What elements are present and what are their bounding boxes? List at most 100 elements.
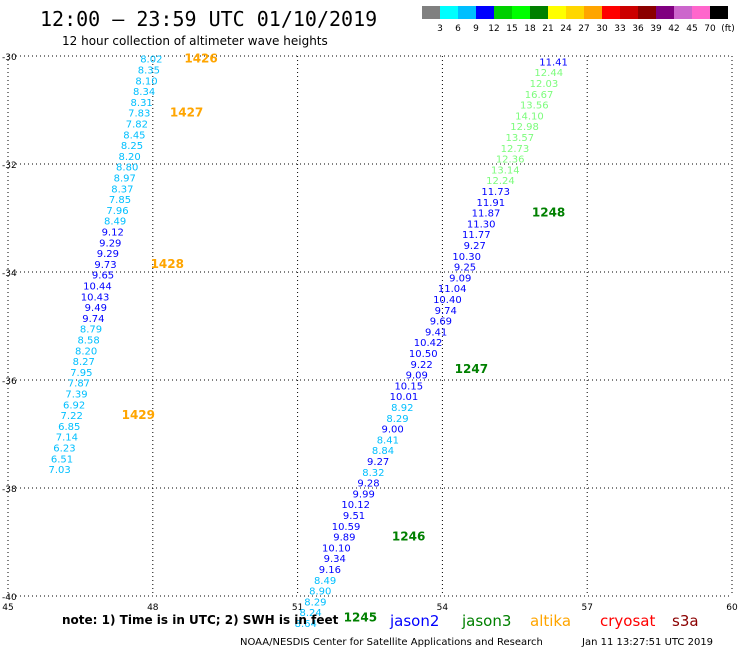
chart-title: 12:00 – 23:59 UTC 01/10/2019 <box>40 7 377 31</box>
wave-height-label: 10.59 <box>332 522 361 533</box>
satellite-legend-jason2: jason2 <box>389 612 439 630</box>
y-tick-label: -36 <box>2 377 17 387</box>
wave-height-label: 7.95 <box>70 368 92 379</box>
wave-height-label: 11.73 <box>481 187 510 198</box>
scale-label: 30 <box>596 24 608 34</box>
wave-height-label: 9.49 <box>85 303 107 314</box>
wave-height-label: 9.22 <box>410 360 432 371</box>
scale-swatch <box>494 6 512 19</box>
wave-height-label: 8.64 <box>295 619 317 630</box>
x-tick-label: 54 <box>437 603 449 613</box>
x-tick-label: 48 <box>147 603 159 613</box>
pass-time-label: 1428 <box>151 257 184 271</box>
wave-height-label: 8.31 <box>131 98 153 109</box>
pass-time-label: 1246 <box>392 530 425 544</box>
wave-height-label: 10.30 <box>452 252 481 263</box>
scale-swatch <box>692 6 710 19</box>
wave-height-label: 9.09 <box>449 273 471 284</box>
wave-height-label: 9.51 <box>343 511 365 522</box>
wave-height-label: 6.85 <box>58 422 80 433</box>
scale-label: 45 <box>686 24 697 34</box>
wave-height-label: 8.49 <box>104 217 126 228</box>
x-tick-label: 51 <box>292 603 303 613</box>
wave-height-label: 8.25 <box>121 141 143 152</box>
scale-swatch <box>476 6 494 19</box>
scale-swatch <box>620 6 638 19</box>
wave-height-label: 11.30 <box>467 219 496 230</box>
wave-height-label: 8.34 <box>133 87 155 98</box>
wave-height-label: 10.10 <box>322 543 351 554</box>
wave-height-label: 11.04 <box>438 284 467 295</box>
scale-label: 9 <box>473 24 479 34</box>
scale-label: 70 <box>704 24 716 34</box>
wave-height-label: 9.28 <box>357 479 379 490</box>
x-tick-label: 60 <box>726 603 738 613</box>
pass-time-label: 1427 <box>170 106 203 120</box>
wave-height-label: 9.89 <box>333 533 355 544</box>
wave-height-label: 12.44 <box>534 68 563 79</box>
wave-height-label: 10.43 <box>81 292 110 303</box>
scale-swatch <box>674 6 692 19</box>
wave-height-label: 9.09 <box>406 371 428 382</box>
wave-height-label: 10.12 <box>341 500 370 511</box>
wave-height-label: 8.32 <box>362 468 384 479</box>
wave-height-label: 8.20 <box>75 346 97 357</box>
wave-height-label: 7.39 <box>65 390 87 401</box>
scale-swatch <box>566 6 584 19</box>
wave-height-label: 7.22 <box>61 411 83 422</box>
scale-label: 15 <box>506 24 517 34</box>
wave-height-label: 8.10 <box>135 76 157 87</box>
wave-height-label: 8.92 <box>391 403 413 414</box>
wave-height-label: 12.03 <box>530 79 559 90</box>
y-tick-label: -38 <box>2 485 17 495</box>
wave-height-label: 9.65 <box>92 271 114 282</box>
wave-height-label: 8.20 <box>118 152 140 163</box>
wave-height-label: 9.27 <box>464 241 486 252</box>
scale-swatch <box>548 6 566 19</box>
wave-height-label: 8.79 <box>80 325 102 336</box>
wave-height-label: 12.24 <box>486 176 515 187</box>
satellite-legend-s3a: s3a <box>672 612 699 630</box>
wave-height-label: 9.74 <box>82 314 104 325</box>
wave-height-label: 7.85 <box>109 195 131 206</box>
scale-label: 3 <box>437 24 443 34</box>
wave-height-label: 7.83 <box>128 109 150 120</box>
axis-tick-labels: 45 48 51 54 57 60 -30 -32 -34 -36 -38 -40 <box>2 53 738 613</box>
wave-height-label: 7.82 <box>126 120 148 131</box>
wave-height-label: 6.23 <box>53 444 75 455</box>
wave-height-label: 8.02 <box>140 55 162 66</box>
credit-text: NOAA/NESDIS Center for Satellite Applica… <box>240 637 543 648</box>
wave-height-label: 13.14 <box>491 165 520 176</box>
wave-height-label: 16.67 <box>525 90 554 101</box>
wave-height-label: 8.49 <box>314 576 336 587</box>
pass-time-label: 1248 <box>532 206 565 220</box>
wave-height-label: 13.57 <box>505 133 534 144</box>
scale-swatch <box>638 6 656 19</box>
satellite-legend-cryosat: cryosat <box>600 612 655 630</box>
wave-height-label: 8.27 <box>73 357 95 368</box>
wave-height-label: 6.92 <box>63 400 85 411</box>
wave-height-label: 8.35 <box>138 66 160 77</box>
scale-label: 24 <box>560 24 572 34</box>
wave-height-label: 6.51 <box>51 454 73 465</box>
wave-height-label: 7.87 <box>68 379 90 390</box>
wave-height-label: 8.29 <box>304 597 326 608</box>
scale-swatch <box>422 6 440 19</box>
scale-label: 21 <box>542 24 553 34</box>
pass-time-labels: 1426 1427 1428 1429 1248 1247 1246 1245 <box>122 52 566 625</box>
y-tick-label: -30 <box>2 53 17 63</box>
wave-height-label: 12.98 <box>510 122 539 133</box>
scale-swatch <box>458 6 476 19</box>
wave-height-points: 8.028.358.108.348.317.837.828.458.258.20… <box>48 55 567 630</box>
scale-label: 36 <box>632 24 644 34</box>
wave-height-label: 10.15 <box>394 381 423 392</box>
wave-height-label: 8.58 <box>77 336 99 347</box>
wave-height-label: 11.41 <box>539 57 568 68</box>
wave-height-label: 10.01 <box>390 392 419 403</box>
scale-swatch <box>710 6 728 19</box>
satellite-legend-jason3: jason3 <box>461 612 511 630</box>
wave-height-label: 9.16 <box>319 565 341 576</box>
wave-height-label: 9.73 <box>94 260 116 271</box>
wave-height-label: 9.12 <box>102 228 124 239</box>
